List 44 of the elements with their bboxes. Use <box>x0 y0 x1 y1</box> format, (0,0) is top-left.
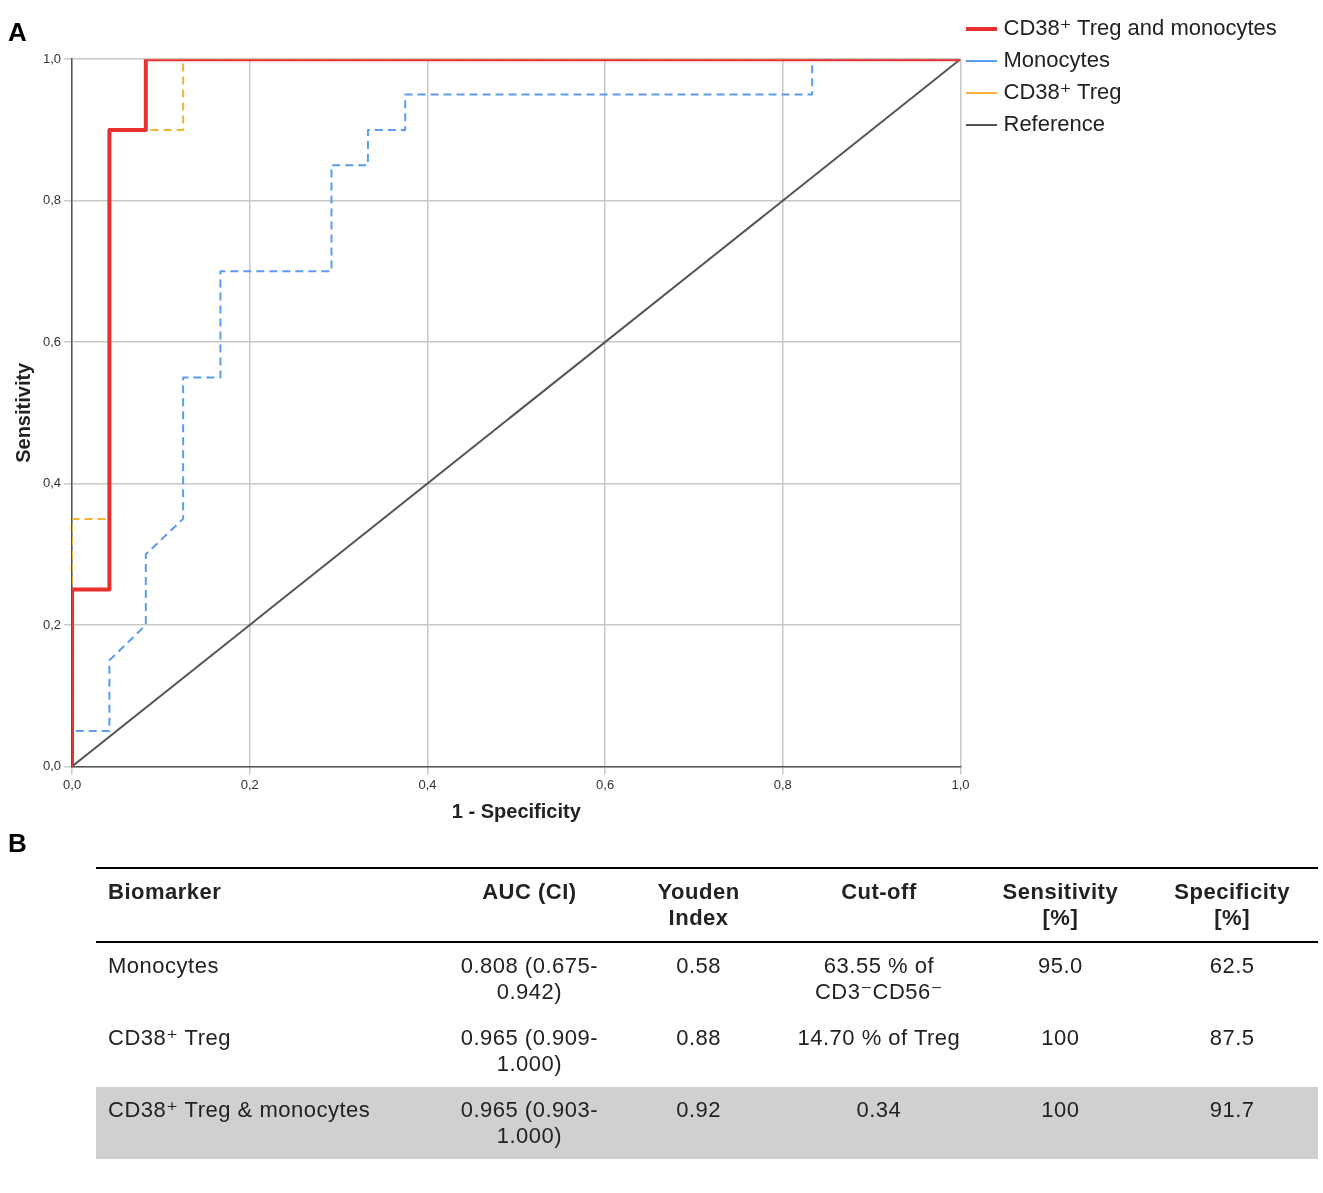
text: 0.965 (0.903-1.000) <box>459 1096 600 1150</box>
y-tick-label: 0,4 <box>42 475 62 491</box>
x-axis-title: 1 - Specificity <box>451 799 582 822</box>
text: Specificity [%] <box>1173 878 1291 932</box>
text: 95.0 <box>1036 952 1084 980</box>
y-axis-title: Sensitivity <box>11 361 34 463</box>
text: CD38⁺ Treg & monocytes <box>107 1096 372 1124</box>
x-tick-label: 0,8 <box>773 776 792 792</box>
text: 14.70 % of Treg <box>796 1024 962 1052</box>
x-tick-label: 0,0 <box>63 776 82 792</box>
text: Sensitivity [%] <box>1001 878 1120 932</box>
text: 100 <box>1040 1024 1081 1052</box>
text: Cut-off <box>840 878 918 906</box>
text: 0.58 <box>675 952 722 980</box>
legend-label: CD38⁺ Treg and monocytes <box>1003 15 1277 41</box>
x-tick-label: 1,0 <box>951 776 970 792</box>
x-tick-label: 0,2 <box>240 776 259 792</box>
text: Monocytes <box>107 952 220 980</box>
text: 63.55 % of CD3⁻CD56⁻ <box>813 952 944 1006</box>
legend-label: CD38⁺ Treg <box>1003 79 1122 105</box>
text: 0.965 (0.909-1.000) <box>459 1024 600 1078</box>
legend-label: Monocytes <box>1003 47 1110 73</box>
y-tick-label: 1,0 <box>42 50 62 66</box>
x-tick-label: 0,4 <box>418 776 437 792</box>
text: Youden Index <box>656 878 741 932</box>
y-tick-label: 0,0 <box>42 757 62 773</box>
chart-title: A <box>8 16 27 47</box>
text: B <box>8 828 28 859</box>
text: AUC (CI) <box>481 878 578 906</box>
text: 91.7 <box>1208 1096 1256 1124</box>
text: 0.92 <box>675 1096 722 1124</box>
text: 0.34 <box>855 1096 903 1124</box>
text: 62.5 <box>1208 952 1256 980</box>
text: Biomarker <box>107 878 223 906</box>
text: 100 <box>1040 1096 1081 1124</box>
text: 87.5 <box>1208 1024 1256 1052</box>
text: 0.808 (0.675-0.942) <box>459 952 600 1006</box>
x-tick-label: 0,6 <box>596 776 615 792</box>
text: 0.88 <box>675 1024 722 1052</box>
y-tick-label: 0,8 <box>42 192 62 208</box>
text: CD38⁺ Treg <box>107 1024 232 1052</box>
y-tick-label: 0,6 <box>42 333 62 349</box>
legend-label: Reference <box>1003 111 1106 137</box>
y-tick-label: 0,2 <box>42 616 62 632</box>
